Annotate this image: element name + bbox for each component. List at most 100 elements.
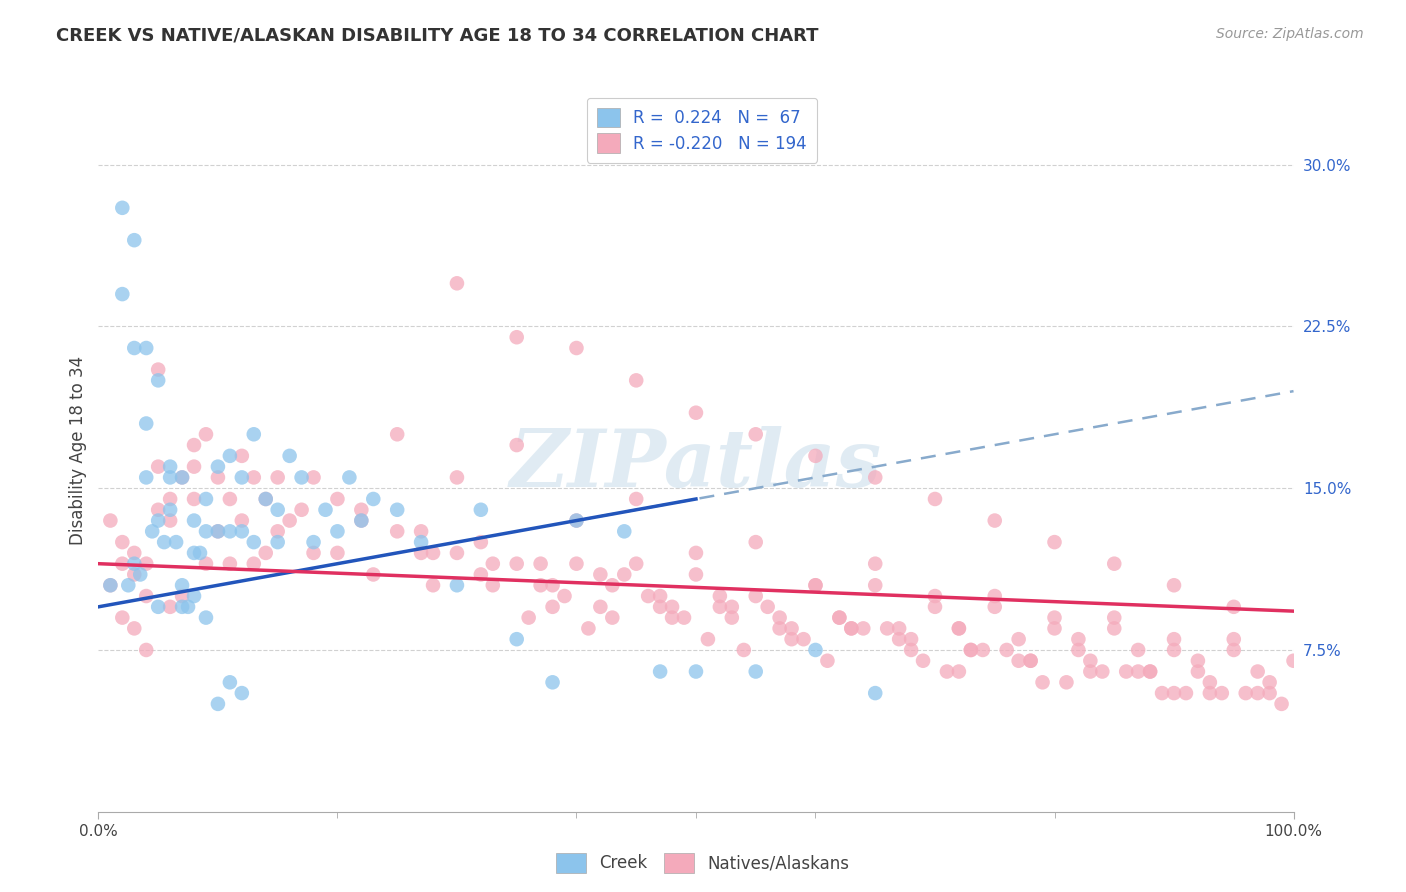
Point [626, 557, 648, 571]
Point [135, 589, 157, 603]
Point [541, 675, 564, 690]
Point [673, 610, 696, 624]
Point [1115, 665, 1137, 679]
Point [302, 470, 325, 484]
Point [188, 546, 211, 560]
Text: Source: ZipAtlas.com: Source: ZipAtlas.com [1216, 27, 1364, 41]
Point [350, 514, 373, 528]
Point [804, 449, 827, 463]
Point [446, 277, 468, 291]
Point [195, 524, 218, 539]
Point [267, 470, 290, 484]
Point [685, 567, 707, 582]
Point [648, 589, 672, 603]
Point [148, 373, 170, 387]
Point [972, 643, 994, 657]
Point [302, 535, 325, 549]
Point [685, 665, 707, 679]
Point [219, 491, 242, 506]
Point [411, 524, 433, 539]
Point [768, 610, 790, 624]
Point [183, 589, 205, 603]
Point [183, 438, 205, 452]
Point [141, 524, 163, 539]
Point [865, 557, 887, 571]
Point [183, 491, 205, 506]
Point [470, 502, 492, 516]
Point [1187, 665, 1209, 679]
Point [165, 535, 187, 549]
Point [267, 502, 290, 516]
Point [745, 427, 768, 442]
Point [98, 514, 122, 528]
Point [1019, 654, 1042, 668]
Point [422, 546, 444, 560]
Point [602, 578, 624, 592]
Point [1019, 654, 1042, 668]
Point [815, 654, 838, 668]
Point [1247, 686, 1270, 700]
Point [363, 491, 385, 506]
Point [231, 524, 253, 539]
Point [177, 599, 200, 614]
Point [506, 632, 529, 647]
Point [554, 589, 576, 603]
Point [124, 621, 146, 635]
Point [231, 449, 253, 463]
Point [159, 599, 181, 614]
Point [98, 578, 122, 592]
Point [1080, 665, 1102, 679]
Point [124, 546, 146, 560]
Point [1152, 686, 1174, 700]
Point [172, 470, 194, 484]
Point [960, 643, 983, 657]
Point [1282, 654, 1305, 668]
Point [363, 567, 385, 582]
Point [685, 406, 707, 420]
Point [172, 578, 194, 592]
Point [481, 578, 505, 592]
Point [1139, 665, 1161, 679]
Point [98, 578, 122, 592]
Point [1104, 557, 1126, 571]
Point [1128, 643, 1150, 657]
Point [254, 491, 277, 506]
Point [148, 502, 170, 516]
Point [745, 589, 768, 603]
Point [876, 621, 898, 635]
Point [183, 546, 205, 560]
Point [385, 427, 409, 442]
Point [231, 686, 253, 700]
Point [1187, 654, 1209, 668]
Point [995, 643, 1018, 657]
Point [506, 438, 529, 452]
Point [948, 665, 970, 679]
Point [1234, 686, 1257, 700]
Point [207, 470, 229, 484]
Point [1163, 686, 1185, 700]
Point [852, 621, 875, 635]
Point [780, 621, 803, 635]
Point [1043, 535, 1066, 549]
Point [159, 459, 181, 474]
Point [1080, 654, 1102, 668]
Point [385, 524, 409, 539]
Point [172, 599, 194, 614]
Point [709, 599, 731, 614]
Point [446, 546, 468, 560]
Point [1223, 643, 1246, 657]
Point [1175, 686, 1198, 700]
Point [565, 557, 588, 571]
Point [243, 557, 266, 571]
Point [530, 557, 553, 571]
Point [267, 524, 290, 539]
Point [111, 610, 134, 624]
Point [135, 643, 157, 657]
Point [135, 417, 157, 431]
Point [1139, 665, 1161, 679]
Point [804, 578, 827, 592]
Point [1271, 697, 1294, 711]
Point [159, 470, 181, 484]
Point [1163, 643, 1185, 657]
Point [172, 589, 194, 603]
